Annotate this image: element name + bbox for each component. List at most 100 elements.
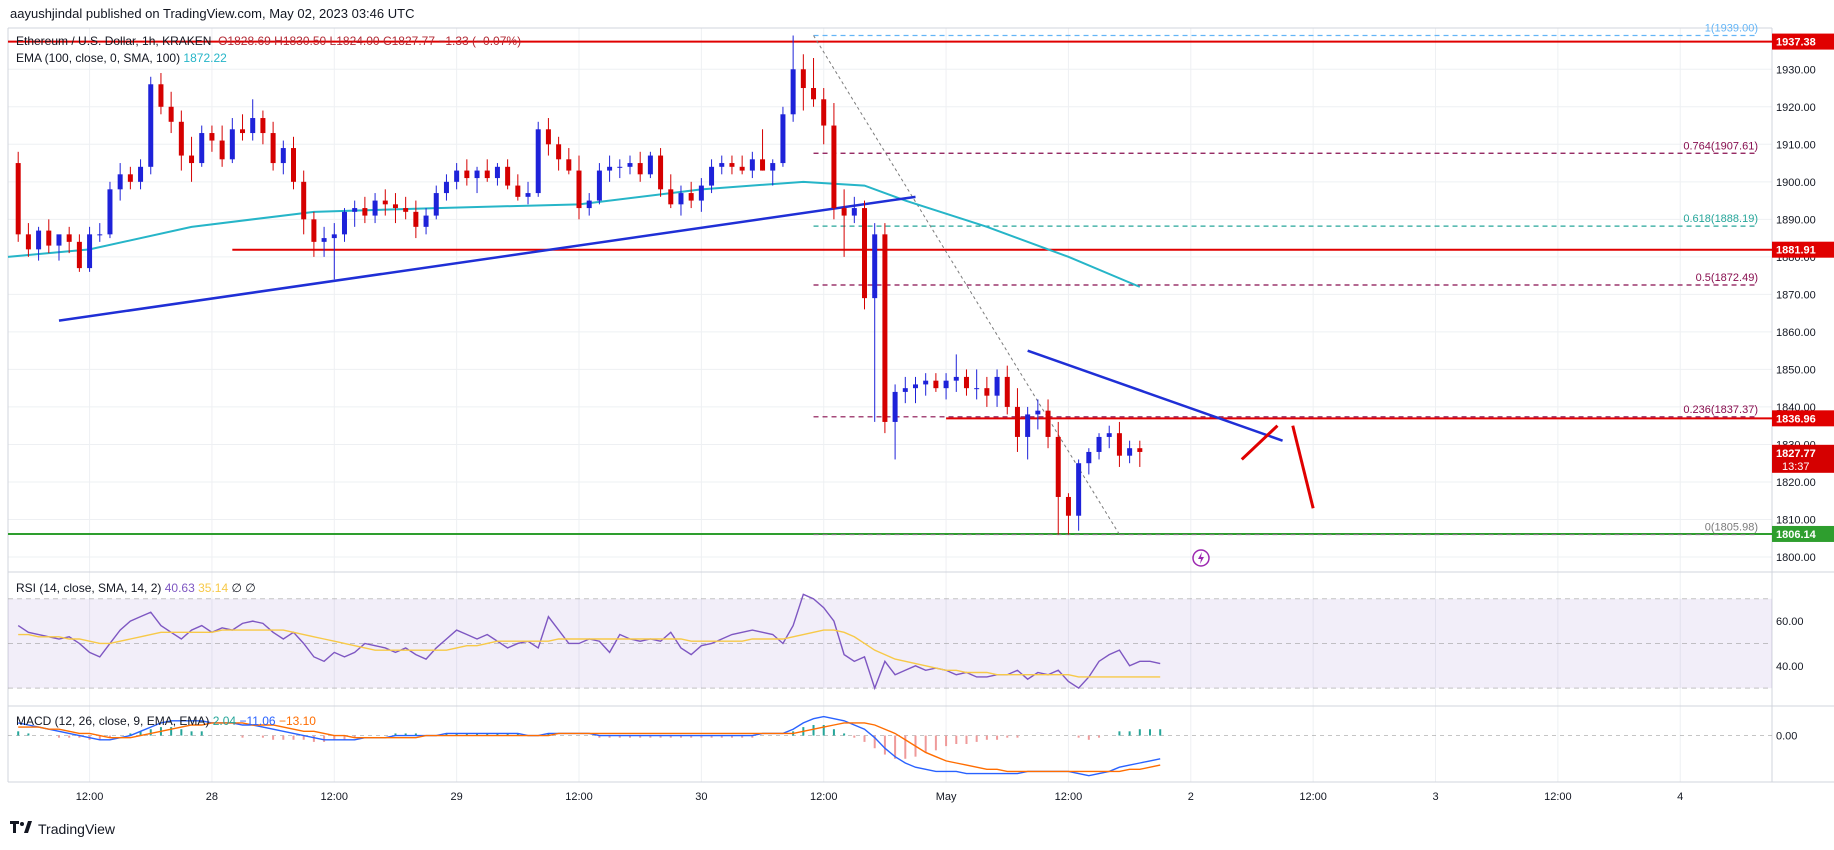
lightning-icon [1197,552,1204,564]
candle-body [1025,414,1031,437]
candle-body [209,133,215,141]
candle-body [25,234,31,250]
candle-body [1065,496,1071,516]
candle-body [352,208,358,212]
price-tick-label: 1810.00 [1776,514,1816,526]
current-price-label: 1827.77 [1776,448,1816,460]
candle-body [862,208,868,299]
macd-signal-line [18,722,1161,773]
scenario-arrow [1291,425,1315,509]
publish-header: aayushjindal published on TradingView.co… [10,6,415,21]
current-price-tag [1772,444,1834,473]
ema-line [7,180,1141,288]
candle-body [87,234,93,269]
candle-body [341,211,347,235]
candle-body [178,121,184,156]
fib-trend-line [813,35,1120,535]
fib-level-label: 0.764(1907.61) [1683,140,1758,152]
time-tick-label: 12:00 [1055,791,1083,803]
symbol-name: Ethereum / U.S. Dollar, 1h, KRAKEN [16,34,212,48]
scenario-arrow [1240,424,1279,461]
event-icon [1192,549,1210,567]
low-value: L1824.00 [329,34,380,48]
close-value: C1827.77 [382,34,435,48]
price-tick-label: 1900.00 [1776,177,1816,189]
candle-body [107,189,113,235]
candle-body [780,114,786,164]
candle-body [923,380,929,385]
rsi-tick-label: 60.00 [1776,616,1804,628]
symbol-legend: Ethereum / U.S. Dollar, 1h, KRAKEN O1828… [16,34,521,48]
price-tick-label: 1800.00 [1776,552,1816,564]
candle-body [36,230,42,250]
candle-body [994,376,1000,396]
candle-body [627,163,633,167]
price-tick-label: 1890.00 [1776,214,1816,226]
candle-body [668,189,674,205]
rsi-label: RSI (14, close, SMA, 14, 2) [16,581,162,595]
candle-body [1137,448,1143,452]
candle-body [647,155,653,175]
candle-body [291,148,297,182]
candle-body [790,69,796,115]
rsi-legend: RSI (14, close, SMA, 14, 2) 40.63 35.14 … [16,581,256,595]
candle-body [423,215,429,227]
candle-body [505,166,511,186]
candle-body [739,166,745,171]
candle-body [760,159,766,171]
candle-body [1106,433,1112,437]
candle-body [1035,410,1041,415]
candle-body [76,241,82,269]
price-tick-label: 1850.00 [1776,364,1816,376]
rsi-extra-1: ∅ [231,581,242,595]
rsi-sma-value: 35.14 [198,581,229,595]
tradingview-footer[interactable]: TradingView [10,820,115,837]
time-tick-label: 3 [1432,791,1438,803]
candle-body [189,155,195,164]
price-tick-label: 1860.00 [1776,327,1816,339]
macd-line-value: −11.06 [239,714,276,728]
ema-legend: EMA (100, close, 0, SMA, 100) 1872.22 [16,51,227,65]
candle-body [362,208,368,216]
candle-body [97,234,103,236]
candle-body [403,208,409,212]
candle-body [433,193,439,216]
candle-body [46,230,52,246]
candle-body [1096,436,1102,452]
time-tick-label: May [936,791,957,803]
candle-body [372,200,378,216]
candle-body [382,200,388,205]
fib-level-label: 0.236(1837.37) [1683,404,1758,416]
candle-body [117,174,123,190]
macd-tick-label: 0.00 [1776,731,1797,743]
trendline [1027,349,1283,442]
time-tick-label: 12:00 [1299,791,1327,803]
candle-body [321,238,327,242]
high-value: H1830.50 [274,34,327,48]
horizontal-level-label: 1836.96 [1776,413,1816,425]
countdown-label: 13:37 [1782,461,1810,473]
candle-body [525,193,531,197]
candle-body [199,133,205,164]
candle-body [464,170,470,179]
time-tick-label: 4 [1677,791,1683,803]
candle-body [515,185,521,197]
time-tick-label: 28 [206,791,218,803]
macd-label: MACD (12, 26, close, 9, EMA, EMA) [16,714,210,728]
candle-body [535,129,541,194]
candle-body [494,166,500,179]
rsi-sma-line [18,629,1161,678]
rsi-extra-2: ∅ [245,581,256,595]
candle-body [1127,448,1133,456]
fib-level-label: 0.618(1888.19) [1683,213,1758,225]
price-tick-label: 1820.00 [1776,477,1816,489]
time-tick-label: 12:00 [76,791,104,803]
candle-body [392,204,398,209]
candle-body [138,166,144,182]
time-tick-label: 2 [1188,791,1194,803]
candle-body [443,181,449,194]
candle-body [841,208,847,216]
candle-body [280,148,286,164]
